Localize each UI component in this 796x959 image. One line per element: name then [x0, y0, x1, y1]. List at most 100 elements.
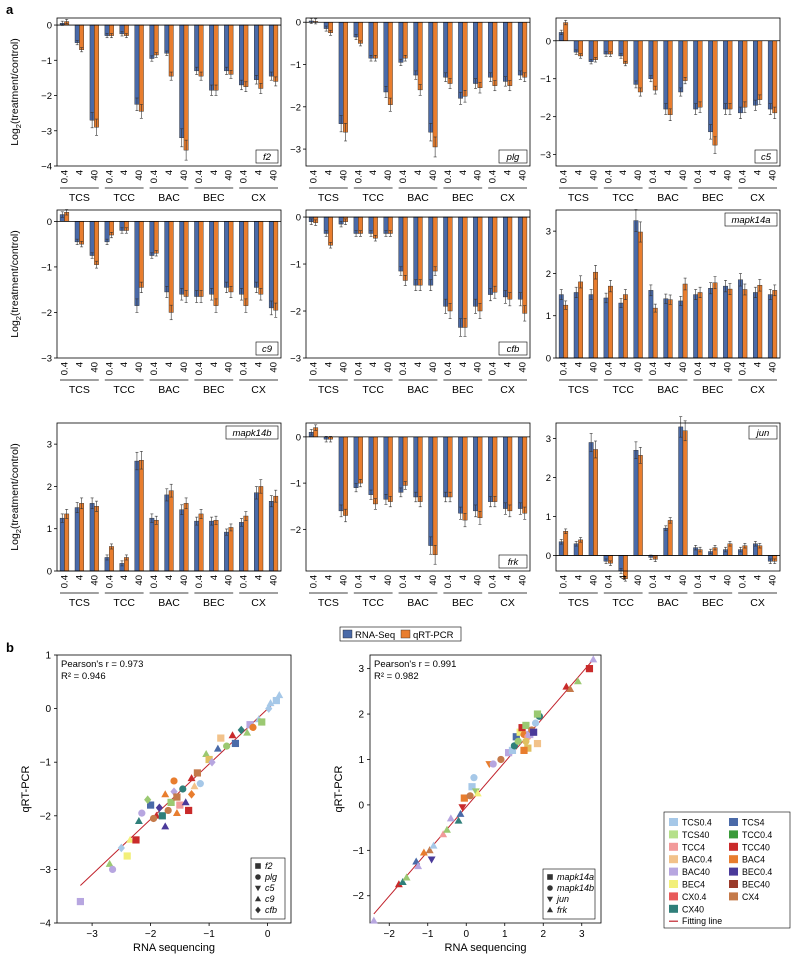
qrt-pcr-bar: [507, 216, 513, 300]
concentration-label: 40: [428, 362, 439, 373]
qrt-pcr-bar: [358, 22, 363, 44]
rna-seq-bar: [209, 520, 214, 572]
rna-seq-bar: [398, 436, 404, 493]
qrt-pcr-bar: [522, 22, 528, 78]
concentration-label: 0.4: [59, 362, 70, 375]
marker-square: [585, 665, 594, 673]
qrt-pcr-bar: [79, 221, 85, 245]
color-legend-frame: [663, 811, 791, 929]
group-label: BAC: [657, 384, 679, 396]
marker-square: [231, 739, 240, 748]
marker-triangle: [429, 841, 438, 849]
rna-seq-bar: [588, 294, 594, 359]
qrt-pcr-bar: [273, 24, 279, 82]
shape-legend-label: f2: [265, 861, 273, 871]
y-tick-label: 0: [296, 213, 301, 224]
y-tick-label: −1: [41, 262, 52, 273]
qrt-pcr-bar: [447, 436, 453, 498]
marker-triangle: [454, 816, 463, 824]
qrt-pcr-bar: [697, 292, 703, 359]
marker-triangle: [419, 848, 428, 856]
rna-seq-bar: [738, 279, 743, 359]
marker-triangle: [161, 822, 170, 830]
qrt-pcr-bar: [757, 285, 763, 359]
concentration-label: 40: [89, 362, 100, 373]
marker-square: [518, 724, 526, 732]
concentration-label: 4: [254, 362, 265, 367]
marker-circle: [522, 737, 530, 745]
qrt-pcr-bar: [682, 40, 688, 81]
rna-seq-bar: [134, 24, 140, 105]
marker-triangle: [398, 877, 407, 885]
concentration-label: 0.4: [488, 575, 499, 588]
rna-seq-bar: [663, 527, 669, 556]
gene-label-box: [724, 212, 778, 227]
qrt-pcr-bar: [168, 221, 174, 313]
concentration-label: 4: [458, 170, 469, 175]
color-swatch: [729, 880, 738, 888]
qrt-pcr-bar: [492, 216, 498, 293]
y-tick-label: 1: [546, 311, 551, 322]
rna-seq-bar: [678, 300, 684, 359]
concentration-label: 40: [588, 575, 599, 586]
marker-triangle: [243, 728, 252, 736]
x-tick-label: 2: [540, 929, 546, 940]
y-axis-title: qRT-PCR: [20, 766, 32, 813]
qrt-pcr-bar: [258, 24, 264, 89]
qrt-pcr-bar: [563, 531, 569, 556]
qrt-pcr-bar: [258, 486, 264, 572]
concentration-label: 40: [723, 575, 734, 586]
concentration-label: 4: [708, 575, 719, 580]
marker-circle: [547, 885, 553, 891]
concentration-label: 0.4: [308, 170, 319, 183]
rna-seq-bar: [473, 22, 478, 84]
y-tick-label: −4: [41, 162, 52, 173]
marker-diamond: [144, 795, 152, 805]
bar-chart-cfb: 0 −1 −2 −3 cfb 0.4 4 40 TCS 0.4 4 40 TCC 0.4 4 40 BAC 0.4…: [290, 209, 531, 396]
concentration-label: 40: [224, 170, 235, 181]
qrt-pcr-bar: [652, 307, 658, 359]
concentration-label: 0.4: [239, 575, 250, 588]
group-label: BAC: [407, 192, 429, 204]
concentration-label: 0.4: [104, 362, 115, 375]
qrt-pcr-bar: [432, 436, 438, 556]
y-tick-label: 0: [358, 800, 364, 811]
y-axis-title: qRT-PCR: [333, 766, 345, 813]
marker-diamond: [155, 803, 163, 813]
x-axis-title: RNA sequencing: [445, 942, 527, 954]
qrt-pcr-bar: [109, 546, 114, 572]
concentration-label: 4: [663, 575, 674, 580]
concentration-label: 40: [428, 170, 439, 181]
marker-circle: [196, 780, 204, 788]
qrt-pcr-bar: [507, 22, 513, 86]
marker-square: [205, 755, 213, 764]
qrt-pcr-bar: [168, 24, 174, 77]
marker-triangle: [190, 782, 199, 790]
concentration-label: 4: [254, 170, 265, 175]
qrt-pcr-bar: [432, 216, 438, 272]
concentration-label: 4: [573, 362, 584, 367]
qrt-pcr-bar: [652, 40, 658, 91]
y-axis-title: Log2(treatment/control): [9, 230, 23, 337]
gene-label-box: [754, 149, 778, 164]
concentration-label: 4: [458, 362, 469, 367]
marker-circle: [249, 723, 257, 731]
rna-seq-bar: [134, 460, 140, 572]
group-label: BEC: [702, 192, 724, 204]
panel-a-label: a: [6, 2, 14, 17]
color-swatch: [669, 867, 678, 876]
group-label: BEC: [452, 597, 474, 609]
fitting-line: [373, 659, 594, 915]
group-label: CX: [750, 192, 765, 204]
group-label: TCS: [69, 597, 90, 609]
group-label: CX: [251, 384, 266, 396]
color-legend: TCS0.4 TCS4 TCS40 TCC0.4 TCC4 TCC40 BAC0.4 BAC4…: [663, 811, 791, 929]
rna-seq-bar: [89, 503, 95, 572]
marker-square: [255, 863, 261, 869]
marker-triangle: [425, 846, 434, 854]
concentration-label: 4: [164, 170, 175, 175]
r-squared: R² = 0.982: [374, 671, 419, 682]
rna-seq-bar: [428, 216, 434, 286]
y-tick-label: −3: [40, 865, 52, 876]
